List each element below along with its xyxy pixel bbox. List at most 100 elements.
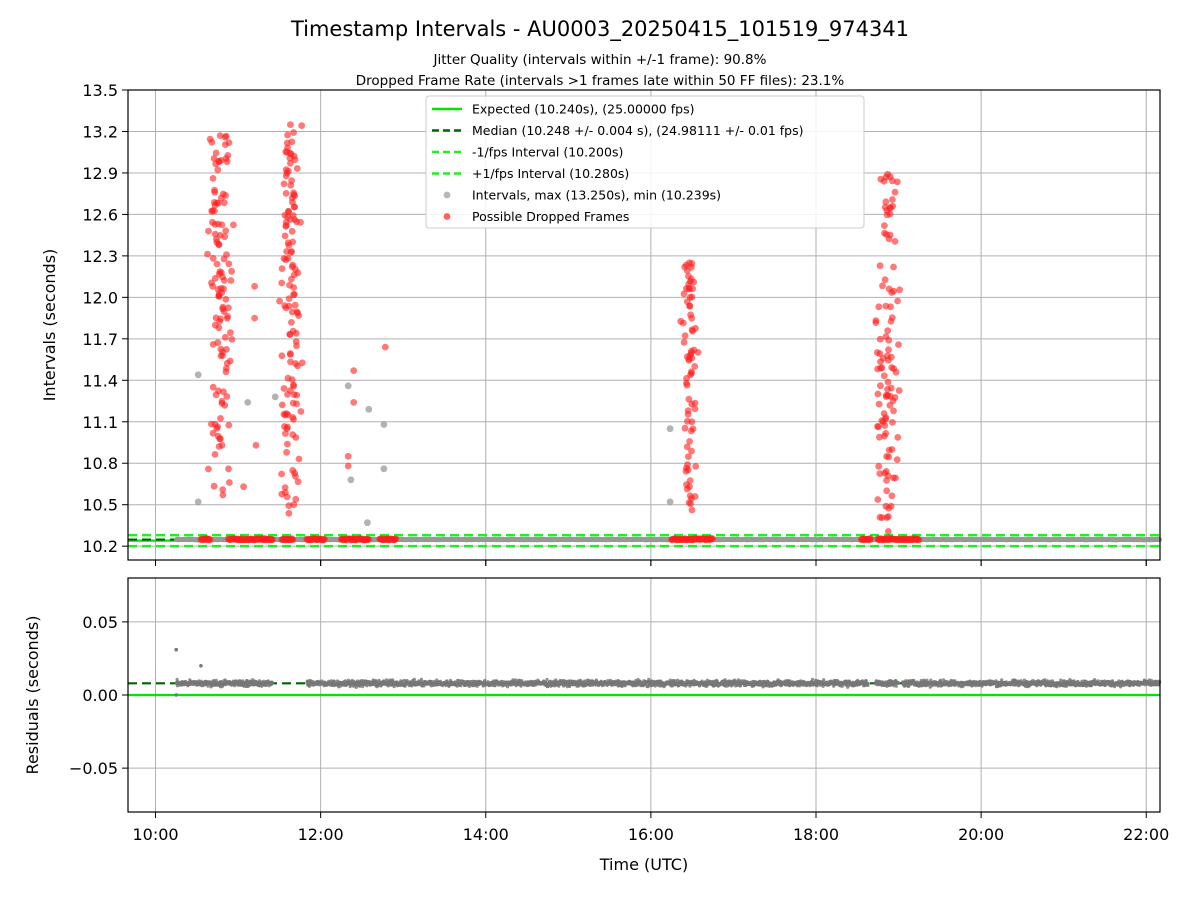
dropped-frame-point <box>281 302 288 309</box>
dropped-frame-point <box>695 349 702 356</box>
dropped-frame-point <box>209 219 216 226</box>
dropped-frame-point <box>286 502 293 509</box>
dropped-frame-point <box>209 207 216 214</box>
dropped-frame-point <box>345 463 352 470</box>
dropped-frame-point <box>382 344 389 351</box>
dropped-frame-point <box>289 263 296 270</box>
intervals-ytick-label: 11.7 <box>82 330 118 349</box>
dropped-frame-point <box>216 158 223 165</box>
dropped-frame-point <box>876 401 883 408</box>
interval-point <box>381 465 388 472</box>
dropped-frame-point <box>888 318 895 325</box>
dropped-frame-point <box>292 302 299 309</box>
dropped-frame-point <box>689 507 696 514</box>
intervals-ytick-label: 11.1 <box>82 413 118 432</box>
intervals-ytick-label: 10.8 <box>82 454 118 473</box>
dropped-frame-point <box>886 286 893 293</box>
dropped-frame-point <box>221 256 228 263</box>
dropped-frame-point <box>877 336 884 343</box>
dropped-frame-point <box>683 375 690 382</box>
dropped-frame-point <box>877 350 884 357</box>
dropped-frame-point <box>278 471 285 478</box>
dropped-frame-point <box>289 537 296 544</box>
dropped-frame-point <box>877 365 884 372</box>
dropped-frame-point <box>221 277 228 284</box>
dropped-frame-point <box>213 150 220 157</box>
dropped-frame-point <box>887 393 894 400</box>
dropped-frame-point <box>281 385 288 392</box>
dropped-frame-point <box>212 231 219 238</box>
dropped-frame-point <box>217 415 224 422</box>
dropped-frame-point <box>690 279 697 286</box>
dropped-frame-point <box>293 343 300 350</box>
dropped-frame-point <box>290 328 297 335</box>
dropped-frame-point <box>221 308 228 315</box>
dropped-frame-point <box>290 189 297 196</box>
dropped-frame-point <box>889 177 896 184</box>
dropped-frame-point <box>289 309 296 316</box>
dropped-frame-point <box>213 391 220 398</box>
dropped-frame-point <box>278 280 285 287</box>
dropped-frame-point <box>686 285 693 292</box>
dropped-frame-point <box>291 216 298 223</box>
dropped-frame-point <box>879 282 886 289</box>
dropped-frame-point <box>219 398 226 405</box>
dropped-frame-point <box>692 463 699 470</box>
dropped-frame-point <box>269 536 276 543</box>
dropped-frame-point <box>282 484 289 491</box>
dropped-frame-point <box>684 353 691 360</box>
dropped-frame-point <box>681 339 688 346</box>
dropped-frame-point <box>885 528 892 535</box>
interval-point <box>348 476 355 483</box>
dropped-frame-point <box>290 129 297 136</box>
interval-point <box>364 519 371 526</box>
dropped-frame-point <box>345 453 352 460</box>
dropped-frame-point <box>217 436 224 443</box>
intervals-ytick-label: 13.2 <box>82 122 118 141</box>
dropped-frame-point <box>291 204 298 211</box>
dropped-frame-point <box>211 483 218 490</box>
dropped-frame-point <box>283 166 290 173</box>
intervals-ytick-label: 10.2 <box>82 537 118 556</box>
dropped-frame-point <box>223 155 230 162</box>
dropped-frame-point <box>211 189 218 196</box>
dropped-frame-point <box>873 317 880 324</box>
dropped-frame-point <box>350 367 357 374</box>
dropped-frame-point <box>885 337 892 344</box>
dropped-frame-point <box>290 291 297 298</box>
dropped-frame-point <box>283 449 290 456</box>
dropped-frame-point <box>881 433 888 440</box>
intervals-ytick-label: 12.9 <box>82 164 118 183</box>
dropped-frame-point <box>228 268 235 275</box>
dropped-frame-point <box>284 441 291 448</box>
dropped-frame-point <box>221 199 228 206</box>
dropped-frame-point <box>890 475 897 482</box>
dropped-frame-point <box>297 219 304 226</box>
dropped-frame-point <box>208 279 215 286</box>
dropped-frame-point <box>288 249 295 256</box>
dropped-frame-point <box>288 319 295 326</box>
dropped-frame-point <box>896 387 903 394</box>
dropped-frame-point <box>298 408 305 415</box>
intervals-ytick-label: 13.5 <box>82 81 118 100</box>
dropped-frame-point <box>685 273 692 280</box>
dropped-frame-point <box>875 303 882 310</box>
dropped-frame-point <box>284 132 291 139</box>
dropped-frame-point <box>210 255 217 262</box>
dropped-frame-point <box>226 479 233 486</box>
dropped-frame-point <box>893 369 900 376</box>
dropped-frame-point <box>225 422 232 429</box>
dropped-frame-point <box>251 283 258 290</box>
residual-point <box>420 678 423 681</box>
dropped-frame-point <box>253 442 260 449</box>
dropped-frame-point <box>687 500 694 507</box>
dropped-frame-point <box>282 223 289 230</box>
dropped-frame-point <box>222 227 229 234</box>
dropped-frame-point <box>894 298 901 305</box>
dropped-frame-point <box>889 419 896 426</box>
dropped-frame-point <box>218 346 225 353</box>
figure-subtitle-dropped: Dropped Frame Rate (intervals >1 frames … <box>356 73 845 89</box>
dropped-frame-point <box>214 261 221 268</box>
dropped-frame-point <box>214 339 221 346</box>
dropped-frame-point <box>685 453 692 460</box>
